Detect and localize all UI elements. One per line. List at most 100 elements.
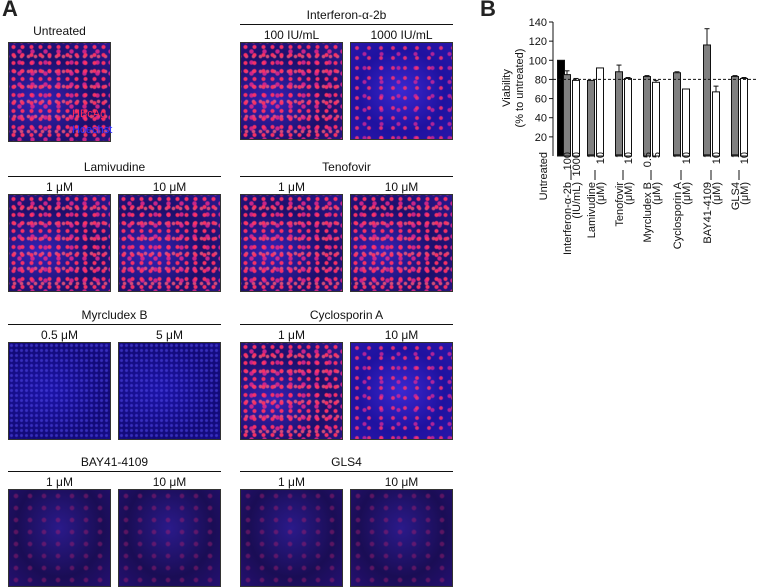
condition-label: 1000 IU/mL: [370, 28, 433, 42]
micrograph: [118, 194, 221, 292]
treatment-label: Interferon-α-2b: [306, 8, 387, 22]
header-rule: [240, 324, 453, 325]
group-label: Cyclosporin A: [672, 181, 684, 249]
header-rule: [8, 176, 221, 177]
x-tick-label: 100: [562, 152, 574, 170]
condition-label: 10 μM: [384, 475, 419, 489]
micrograph: [240, 194, 343, 292]
bar: [643, 76, 651, 157]
micrograph: [8, 342, 111, 440]
stain-label: HBcAg: [72, 108, 107, 120]
bar: [682, 88, 690, 157]
bar: [652, 81, 660, 157]
header-rule: [240, 176, 453, 177]
group-label: Myrcludex B: [642, 182, 654, 243]
group-unit: (μM): [651, 182, 663, 205]
y-tick-label: 100: [529, 55, 547, 67]
micrograph: [8, 42, 111, 142]
micrograph: [240, 42, 343, 140]
treatment-label: Lamivudine: [83, 160, 146, 174]
micrograph: [8, 194, 111, 292]
header-rule: [8, 471, 221, 472]
group-label: Interferon-α-2b: [562, 182, 574, 255]
x-tick-label: 1: [586, 152, 598, 158]
bar: [673, 72, 681, 157]
y-tick-label: 20: [535, 132, 547, 144]
condition-label: 10 μM: [384, 180, 419, 194]
header-rule: [8, 324, 221, 325]
bar: [740, 77, 748, 157]
group-unit: (μM): [623, 182, 635, 205]
bar: [624, 77, 632, 157]
group-unit: (μM): [711, 182, 723, 205]
x-tick-label: 10: [681, 152, 693, 164]
micrograph: [350, 342, 453, 440]
treatment-label: Cyclosporin A: [309, 308, 384, 322]
micrograph: [118, 489, 221, 587]
condition-label: 1 μM: [278, 475, 305, 489]
group-unit: (IU/mL): [571, 182, 583, 219]
bar: [615, 71, 623, 157]
panel-label: B: [480, 0, 496, 21]
micrograph: [118, 342, 221, 440]
x-tick-label: 1000: [571, 152, 583, 176]
bar: [563, 74, 571, 157]
condition-label: 0.5 μM: [41, 328, 78, 342]
y-axis-label: Viability: [501, 69, 513, 107]
x-tick-label: 10: [595, 152, 607, 164]
treatment-label: BAY41-4109: [80, 455, 149, 469]
group-label: Lamivudine: [586, 182, 598, 238]
x-tick-label: 1: [672, 152, 684, 158]
x-tick-label: 10: [739, 152, 751, 164]
condition-label: 1 μM: [46, 475, 73, 489]
header-rule: [240, 471, 453, 472]
x-tick-label: 1: [702, 152, 714, 158]
micrograph: [350, 489, 453, 587]
x-tick-label: 5: [651, 152, 663, 158]
stain-label: Hoechst: [72, 124, 113, 136]
group-unit: (μM): [595, 182, 607, 205]
x-tick-label: 10: [711, 152, 723, 164]
y-axis-label: (% to untreated): [514, 49, 526, 128]
micrograph: [350, 194, 453, 292]
group-label: Tenofovir: [614, 182, 626, 227]
y-tick-label: 40: [535, 113, 547, 125]
panel-label: A: [2, 0, 18, 21]
chart: 20 40 60 80 100 120 140 Viability (% to untreate…: [501, 17, 757, 255]
group-label: Untreated: [538, 152, 550, 200]
condition-label: 10 μM: [152, 475, 187, 489]
treatment-label: Myrcludex B: [81, 308, 148, 322]
x-tick-label: 0.5: [642, 152, 654, 167]
micrograph: [8, 489, 111, 587]
group-label: GLS4: [730, 182, 742, 210]
x-tick-label: 1: [730, 152, 742, 158]
micrograph: [350, 42, 453, 140]
y-tick-label: 60: [535, 94, 547, 106]
untreated-label: Untreated: [33, 24, 86, 38]
micrograph: [240, 342, 343, 440]
bar: [703, 44, 711, 157]
group-unit: (μM): [739, 182, 751, 205]
header-rule: [240, 24, 453, 25]
bar: [587, 79, 595, 157]
y-tick-label: 120: [529, 36, 547, 48]
condition-label: 100 IU/mL: [263, 28, 320, 42]
treatment-label: GLS4: [331, 455, 362, 469]
group-label: BAY41-4109: [702, 182, 714, 244]
condition-label: 1 μM: [46, 180, 73, 194]
y-tick-label: 140: [529, 17, 547, 29]
condition-label: 1 μM: [278, 180, 305, 194]
condition-label: 1 μM: [278, 328, 305, 342]
group-unit: (μM): [681, 182, 693, 205]
condition-label: 10 μM: [152, 180, 187, 194]
bar: [712, 91, 720, 157]
y-tick-label: 80: [535, 74, 547, 86]
bar: [572, 79, 580, 157]
condition-label: 10 μM: [384, 328, 419, 342]
bar: [731, 76, 739, 157]
bar: [596, 67, 604, 157]
condition-label: 5 μM: [156, 328, 183, 342]
x-tick-label: 1: [614, 152, 626, 158]
micrograph: [240, 489, 343, 587]
